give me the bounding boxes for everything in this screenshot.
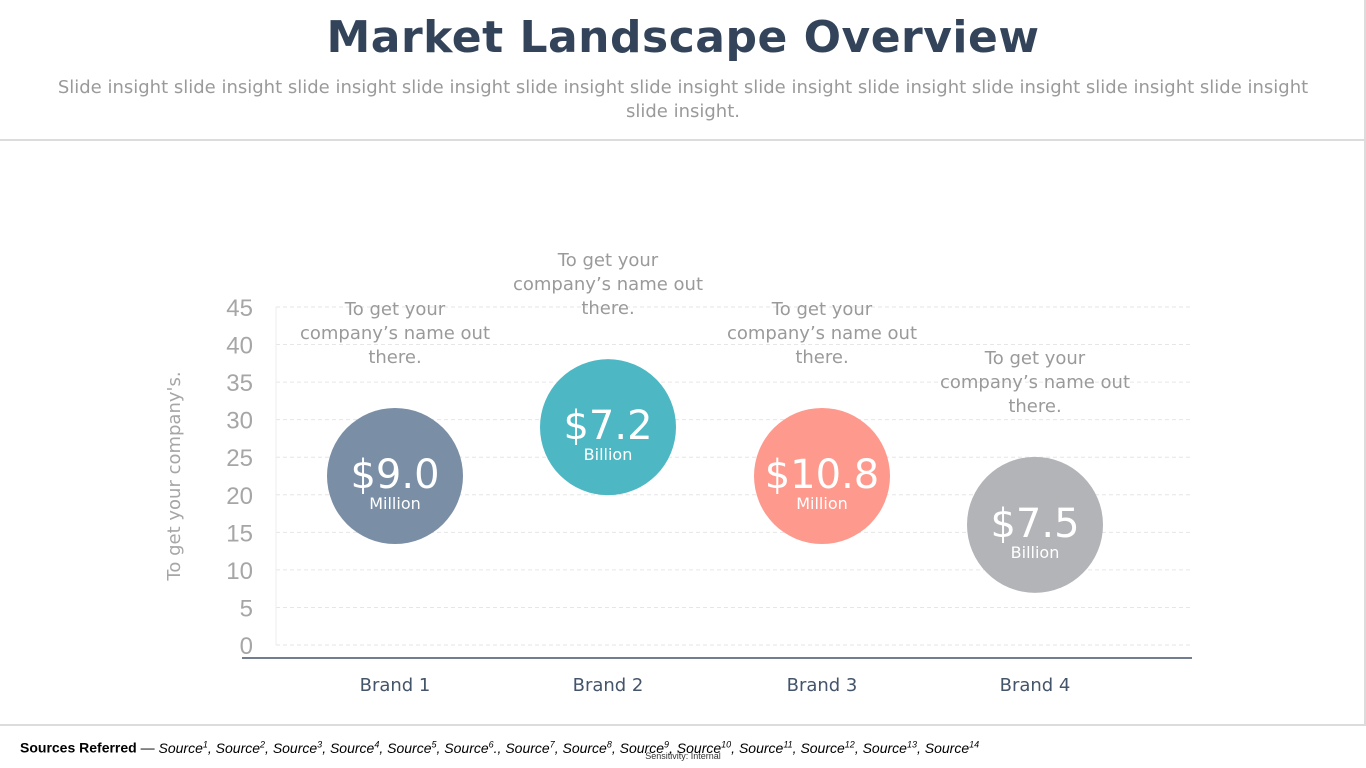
source-item: Source3, — [272, 739, 330, 756]
source-item: Source11, — [738, 739, 801, 756]
sources-list: Source1, Source2, Source3, Source4, Sour… — [158, 739, 980, 756]
sources-dash: — — [136, 739, 159, 756]
bubble-annotation: To get your — [771, 299, 873, 320]
bubble-value-label: $7.2 — [563, 403, 652, 449]
bubble-unit-label: Million — [369, 494, 421, 513]
source-item: Source10, — [676, 739, 739, 756]
axes: 0 5 10 15 20 25 30 35 40 45 Brand 1 Brand 2 Brand 3 B… — [226, 295, 1192, 696]
x-category-label: Brand 1 — [360, 675, 431, 696]
bubble-value-label: $10.8 — [765, 452, 880, 498]
bubble-chart: 0 5 10 15 20 25 30 35 40 45 Brand 1 Brand 2 Brand 3 B… — [164, 250, 1192, 696]
bubble — [327, 408, 463, 544]
bubble-annotation: To get your — [344, 299, 446, 320]
header-divider — [0, 139, 1366, 141]
y-tick-label: 5 — [240, 595, 253, 622]
source-item: Source13, — [862, 739, 925, 756]
y-tick-label: 45 — [226, 295, 253, 322]
source-item: Source14 — [924, 739, 980, 756]
source-item: Source7, — [505, 739, 563, 756]
bubble-annotation: there. — [581, 298, 634, 319]
bubble-unit-label: Billion — [1011, 543, 1060, 562]
source-item: Source12, — [800, 739, 863, 756]
y-tick-label: 40 — [226, 333, 253, 360]
bubble-annotation: there. — [368, 347, 421, 368]
grid-lines — [276, 306, 1190, 646]
bubble-annotation: To get your — [557, 250, 659, 271]
sources-line: Sources Referred — Source1, Source2, Sou… — [20, 739, 1360, 756]
bubble-annotation: there. — [1008, 396, 1061, 417]
source-item: Source8, — [562, 739, 620, 756]
bubble-annotation: company’s name out — [940, 372, 1130, 393]
source-item: Source2, — [215, 739, 273, 756]
bubble — [540, 359, 676, 496]
footer-divider — [0, 724, 1366, 726]
bubble-annotation: To get your — [984, 348, 1086, 369]
y-tick-label: 10 — [226, 558, 253, 585]
y-tick-label: 35 — [226, 370, 253, 397]
x-category-label: Brand 3 — [787, 675, 858, 696]
bubble-value-label: $9.0 — [350, 452, 439, 498]
y-axis-title: To get your company's. — [164, 371, 185, 581]
source-item: Source9, — [619, 739, 677, 756]
source-item: Source4, — [329, 739, 388, 756]
y-tick-label: 20 — [226, 483, 253, 510]
slide-title: Market Landscape Overview — [326, 12, 1040, 63]
sources-label: Sources Referred — [20, 739, 137, 756]
slide-header: Market Landscape Overview Slide insight … — [0, 0, 1366, 140]
bubble-annotation: there. — [795, 347, 848, 368]
bubble-value-label: $7.5 — [990, 501, 1079, 547]
source-item: Source6., — [444, 739, 506, 756]
bubble-annotation: company’s name out — [513, 274, 703, 295]
source-item: Source1, — [158, 739, 216, 756]
right-edge-line — [1364, 0, 1366, 726]
bubble — [754, 408, 890, 544]
slide-subtitle: Slide insight slide insight slide insigh… — [57, 77, 1309, 122]
bubble-annotation: company’s name out — [300, 323, 490, 344]
x-category-label: Brand 2 — [573, 675, 644, 696]
y-tick-label: 30 — [226, 408, 253, 435]
bubble-unit-label: Million — [796, 494, 848, 513]
y-tick-label: 25 — [226, 445, 253, 472]
bubble-unit-label: Billion — [584, 445, 633, 464]
y-tick-label: 0 — [240, 633, 253, 660]
y-tick-label: 15 — [226, 520, 253, 547]
bubble-annotation: company’s name out — [727, 323, 917, 344]
sensitivity-label: Sensitivity: Internal — [645, 751, 721, 761]
x-category-label: Brand 4 — [1000, 675, 1071, 696]
source-item: Source5, — [387, 739, 445, 756]
bubble — [967, 456, 1103, 593]
